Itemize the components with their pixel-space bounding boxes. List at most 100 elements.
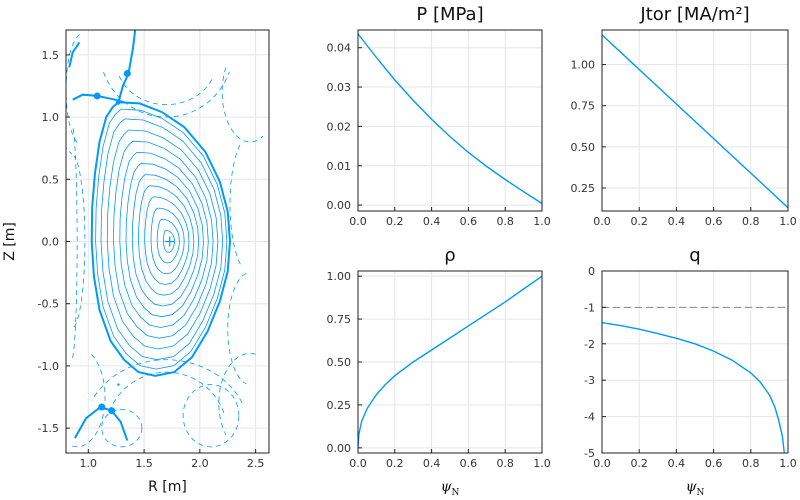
y-tick-label: -2	[584, 338, 595, 351]
y-tick-label: 1.00	[571, 59, 596, 72]
chart-title-jtor: Jtor [MA/m²]	[639, 4, 749, 25]
x-tick-label: 0.0	[349, 215, 367, 228]
y-tick-label: 0.5	[42, 173, 60, 186]
dashed-contour	[118, 75, 214, 105]
y-tick-label: 0.75	[571, 100, 596, 113]
x-tick-label: 0.6	[705, 457, 723, 470]
x-tick-label: 0.8	[742, 457, 760, 470]
flux-surface	[131, 174, 200, 307]
x-tick-label: 2.0	[191, 457, 209, 470]
x-tick-label: 0.2	[386, 457, 404, 470]
x-tick-label: 1.0	[80, 457, 98, 470]
x-axis-label-sub: N	[697, 488, 705, 498]
panel-pressure: 0.0 0.2 0.4 0.6 0.8 1.0 0.00 0.01 0.02 0.03 0.04 P …	[327, 4, 551, 228]
x-tick-label: 0.4	[668, 457, 686, 470]
panel-q: 0.0 0.2 0.4 0.6 0.8 1.0 -5 -4 -3 -2 -1 0 q ψN	[584, 245, 797, 498]
x-tick-label: 0.8	[742, 215, 760, 228]
x-tick-label: 0.2	[386, 215, 404, 228]
y-tick-label: 0.01	[327, 160, 352, 173]
flux-surface	[156, 218, 180, 264]
series-line-q	[602, 322, 785, 453]
chart-title-pressure: P [MPa]	[416, 4, 483, 25]
coil-marker	[123, 70, 131, 78]
y-tick-label: 0.25	[327, 399, 352, 412]
x-point-marker	[115, 99, 122, 106]
plot-area	[602, 34, 788, 209]
axes-frame	[601, 29, 789, 212]
coil-marker	[108, 407, 116, 415]
flux-surface	[138, 185, 195, 296]
x-tick-label: 0.8	[496, 457, 514, 470]
x-axis-label-main: ψ	[686, 479, 698, 495]
x-tick-label: 1.0	[779, 457, 797, 470]
y-tick-label: 0	[588, 265, 595, 278]
x-tick-label: 0.6	[460, 215, 478, 228]
y-tick-label: 0.04	[327, 42, 352, 55]
x-tick-label: 0.0	[349, 457, 367, 470]
y-tick-label: -0.5	[38, 298, 59, 311]
y-tick-label: 0.00	[327, 199, 352, 212]
x-axis-label-rho: ψN	[441, 479, 460, 498]
axes-frame	[357, 29, 543, 212]
dashed-contour	[229, 144, 243, 268]
dashed-contour	[227, 273, 247, 385]
y-tick-label: -1	[584, 301, 595, 314]
axes-frame	[601, 270, 789, 454]
flux-surface	[144, 196, 190, 285]
x-tick-label: 1.0	[533, 215, 551, 228]
panel-equilibrium: 1.0 1.5 2.0 2.5 -1.5 -1.0 -0.5 0.0 0.5 1.0 1.5 R [m…	[2, 29, 270, 495]
flux-surface	[163, 230, 175, 253]
dashed-contour	[72, 353, 106, 448]
y-tick-label: 0.50	[327, 356, 352, 369]
y-axis-label-equilibrium: Z [m]	[2, 222, 18, 261]
series-line-jtor	[602, 34, 788, 209]
dashed-contour	[66, 34, 81, 146]
x-tick-label: 0.4	[423, 215, 441, 228]
x-tick-label: 0.0	[593, 457, 611, 470]
dashed-contour	[72, 125, 78, 358]
dashed-contour	[218, 353, 256, 436]
flux-surface	[119, 151, 209, 328]
plot-area	[602, 306, 788, 453]
flux-surface	[150, 207, 185, 275]
dashed-contour	[66, 30, 73, 155]
x-tick-label: 0.2	[630, 457, 648, 470]
x-axis-label-equilibrium: R [m]	[148, 479, 187, 495]
x-tick-label: 1.0	[533, 457, 551, 470]
y-tick-label: 1.00	[327, 270, 352, 283]
flux-surface	[113, 140, 214, 339]
x-tick-label: 1.0	[779, 215, 797, 228]
coil-line	[68, 41, 81, 68]
panel-rho: 0.0 0.2 0.4 0.6 0.8 1.0 0.00 0.25 0.50 0.75 1.00 ρ ψ…	[327, 245, 551, 498]
flux-surface	[125, 163, 204, 318]
x-axis-label-q: ψN	[686, 479, 705, 498]
x-tick-label: 2.5	[247, 457, 265, 470]
y-tick-label: 0.0	[42, 236, 60, 249]
y-tick-label: -4	[584, 411, 595, 424]
x-tick-label: 0.6	[705, 215, 723, 228]
y-tick-label: 0.02	[327, 120, 352, 133]
y-tick-label: -1.0	[38, 360, 59, 373]
coil-marker	[98, 403, 106, 411]
x-tick-label: 0.8	[496, 215, 514, 228]
x-tick-label: 1.5	[135, 457, 153, 470]
coil-line	[117, 30, 137, 103]
y-tick-label: 1.5	[42, 49, 60, 62]
dashed-contour	[91, 359, 243, 403]
x-tick-label: 0.6	[460, 457, 478, 470]
flux-surface	[106, 129, 219, 350]
y-tick-label: 0.03	[327, 81, 352, 94]
y-tick-label: -1.5	[38, 422, 59, 435]
x-tick-label: 0.0	[593, 215, 611, 228]
panel-jtor: 0.0 0.2 0.4 0.6 0.8 1.0 0.25 0.50 0.75 1.00 Jtor […	[571, 4, 797, 228]
plot-area	[358, 275, 542, 448]
dashed-contour	[221, 67, 264, 143]
stray-point	[117, 383, 120, 386]
y-tick-label: -3	[584, 374, 595, 387]
x-tick-label: 0.2	[630, 215, 648, 228]
y-tick-label: 0.00	[327, 442, 352, 455]
dashed-contour	[101, 409, 143, 448]
y-tick-label: 0.50	[571, 141, 596, 154]
x-axis-label-main: ψ	[441, 479, 453, 495]
